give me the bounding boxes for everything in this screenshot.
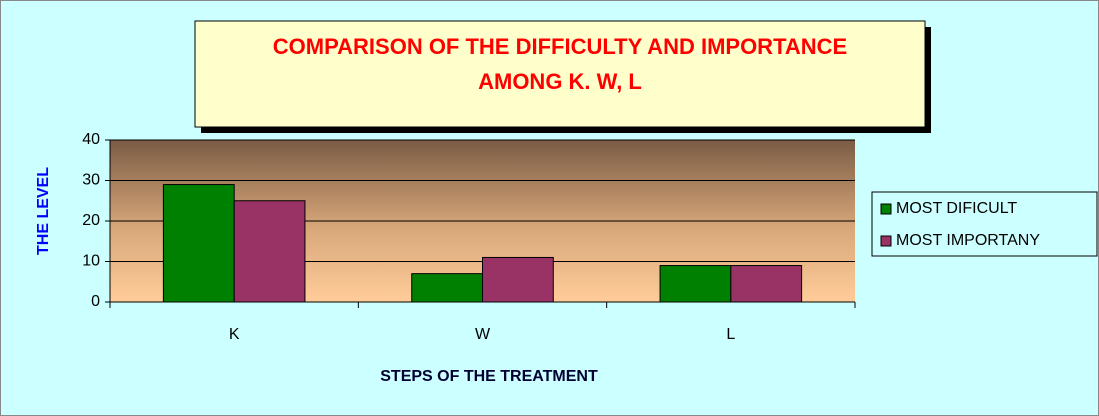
y-tick-label: 40 bbox=[82, 131, 100, 148]
y-tick-label: 10 bbox=[82, 253, 100, 270]
legend-label: MOST DIFICULT bbox=[896, 200, 1017, 217]
x-tick-label: W bbox=[475, 326, 491, 343]
legend-swatch bbox=[880, 203, 892, 215]
y-axis-label: THE LEVEL bbox=[35, 167, 52, 255]
title-box bbox=[194, 20, 926, 128]
bar bbox=[162, 184, 235, 303]
bar bbox=[730, 265, 803, 303]
legend-label: MOST IMPORTANY bbox=[896, 232, 1040, 249]
bar bbox=[659, 265, 732, 303]
chart-title: COMPARISON OF THE DIFFICULTY AND IMPORTA… bbox=[273, 34, 847, 59]
y-tick-label: 0 bbox=[91, 293, 100, 310]
y-tick-label: 20 bbox=[82, 212, 100, 229]
x-tick-label: K bbox=[229, 326, 240, 343]
chart-title: AMONG K. W, L bbox=[478, 69, 642, 94]
y-tick-label: 30 bbox=[82, 172, 100, 189]
bar bbox=[411, 273, 484, 303]
bar bbox=[233, 200, 306, 303]
x-axis-label: STEPS OF THE TREATMENT bbox=[380, 368, 598, 385]
legend bbox=[871, 191, 1098, 257]
bar bbox=[482, 256, 554, 303]
legend-swatch bbox=[880, 235, 892, 247]
x-tick-label: L bbox=[726, 326, 735, 343]
